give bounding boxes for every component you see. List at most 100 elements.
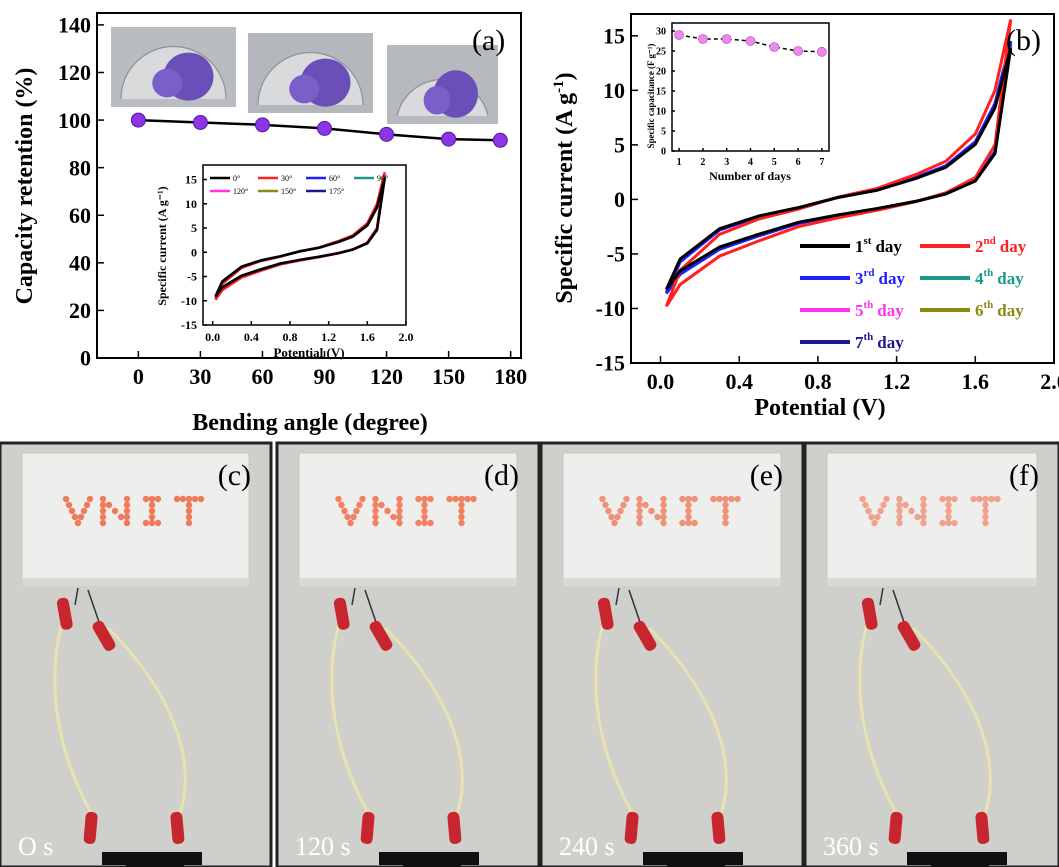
led-dot [722,495,729,503]
led-dot [142,495,150,503]
led-dot [599,495,606,503]
led-dot [148,519,156,527]
led-dot [384,507,391,515]
panel-a-xlabel: Bending angle (degree) [192,410,428,436]
panel-b-legend: 1st day 2nd day 3rd day 4th day 5th day 6th day 7th d… [800,235,1027,352]
led-dot [148,495,156,503]
panel-a-inset-ytick-label: 5 [191,221,197,235]
led-dot [350,513,357,521]
led-dot [880,501,887,509]
led-dot [970,495,977,503]
led-dot [945,513,952,521]
panel-b-ytick-label: -5 [607,242,625,267]
led-text [599,495,741,527]
capacity-retention-point [317,120,333,136]
panel-b-inset: 1 2 3 4 5 6 7 0 5 10 15 20 25 30 Specific capacitance… [646,22,830,183]
glove-shape [152,68,183,98]
panel-b-ytick-label: -15 [596,351,625,376]
wire-left [858,604,902,821]
led-dot [185,507,193,515]
led-dot [179,495,187,503]
led-dot [356,501,363,509]
panel-b-legend-label: 6th day [975,299,1024,320]
led-dot [117,513,125,521]
led-dot [908,507,915,515]
inset-a-legend-label: 90° [377,174,388,183]
led-dot [372,519,379,527]
alligator-clip [624,811,639,844]
wire-right [647,626,728,821]
led-dot [608,513,615,521]
panel-b-legend-label: 2nd day [975,235,1027,256]
led-dot [648,507,655,515]
panel-a-xtick-label: 60 [251,364,273,389]
led-dot [359,495,366,503]
led-dot [685,501,692,509]
supercapacitor-device [403,862,461,867]
led-dot [920,513,927,521]
panel-a-ytick-label: 60 [69,203,91,228]
led-text [859,495,1001,527]
led-dot [988,495,995,503]
led-dot [353,507,360,515]
led-dot [896,513,903,521]
led-board-edge [22,578,249,586]
panel-b-legend-label: 5th day [855,299,904,320]
led-dot [111,507,119,515]
led-dot [920,495,927,503]
alligator-clip [333,597,350,630]
wire-left [330,604,374,821]
panel-a-axes-frame [96,12,522,359]
panel-b-inset-xtick-label: 3 [724,157,729,168]
capacitance-point [793,46,803,56]
led-dot [945,495,952,503]
panel-a-inset-curves [214,171,386,301]
led-board [298,452,518,586]
led-dot [945,501,952,509]
led-dot [154,495,162,503]
led-dot [883,495,890,503]
led-dot [982,513,989,521]
led-dot [421,507,428,515]
capacity-retention-point [192,114,208,130]
panel-a-ytick-label: 40 [69,251,91,276]
panel-b-inset-xtick-label: 2 [700,157,705,168]
inset-a-legend-label: 0° [233,174,240,183]
led-dot [691,495,698,503]
led-dot [421,495,428,503]
demo-photo-4: (f) 360 s [803,441,1059,867]
panel-a-inset: 0.0 0.4 0.8 1.2 1.6 2.0 -15 -10 -5 0 5 10 15 0° 30° 60… [155,164,414,360]
panel-b-inset-xtick-label: 5 [772,157,777,168]
led-board [826,452,1038,586]
led-dot [716,495,723,503]
led-dot [660,495,667,503]
glove-shape [423,86,451,115]
panel-a-inset-xtick-label: 0.4 [244,330,259,344]
led-dot [464,495,471,503]
led-dot [939,519,946,527]
led-dot [335,495,342,503]
capacitance-point [698,34,708,44]
led-dot [173,495,181,503]
led-board [21,452,250,586]
capacity-retention-point [492,132,508,148]
led-dot [868,513,875,521]
panel-b-inset-xtick-label: 7 [819,157,824,168]
panel-b-inset-ylabel: Specific capacitance (F g⁻¹) [646,44,656,149]
led-dot [722,507,729,515]
panel-b-inset-xlabel: Number of days [709,169,791,183]
led-dot [722,501,729,509]
led-dot [871,519,878,527]
panel-b-label: (b) [1006,24,1041,57]
led-dot [685,513,692,521]
led-dot [685,507,692,515]
led-dot [71,513,79,521]
panel-a-xtick-label: 0 [133,364,144,389]
device-holder [907,852,1007,865]
photo-panel-label: (e) [750,459,783,492]
led-dot [99,513,107,521]
led-dot [396,507,403,515]
led-dot [421,501,428,509]
panel-a-inset-frame [202,164,407,326]
